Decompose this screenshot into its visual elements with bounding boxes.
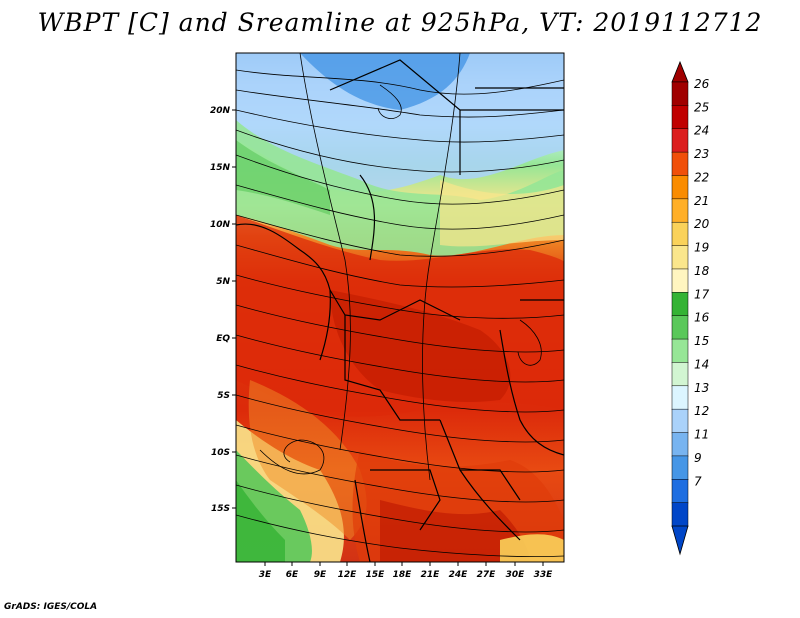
lon-tick-label: 12E	[338, 570, 358, 580]
colorbar-segment	[671, 198, 689, 223]
colorbar-label: 25	[694, 100, 709, 114]
colorbar-segment	[671, 408, 689, 434]
credit-text: GrADS: IGES/COLA	[4, 602, 98, 612]
colorbar-label: 12	[694, 404, 709, 418]
lat-tick-label: 15N	[210, 163, 231, 173]
colorbar-label: 18	[694, 264, 710, 278]
colorbar-label: 14	[694, 357, 709, 371]
colorbar: 26 25 24 23 22 21 20 19 18 17 16 15 14 13 12 11 9 7	[671, 60, 710, 556]
lon-tick-label: 30E	[506, 570, 526, 580]
lat-tick-label: 5N	[216, 277, 230, 287]
colorbar-segment	[671, 315, 689, 340]
longitude-axis: 3E 6E 9E 12E 15E 18E 21E 24E 27E 30E 33E	[259, 562, 553, 580]
streamlines	[236, 53, 564, 557]
colorbar-segment	[671, 105, 689, 130]
colorbar-bottom-arrow	[671, 525, 689, 556]
lon-tick-label: 3E	[259, 570, 272, 580]
lon-tick-label: 33E	[534, 570, 554, 580]
colorbar-label: 13	[694, 381, 709, 395]
colorbar-segment	[671, 455, 689, 481]
colorbar-segment	[671, 338, 689, 364]
colorbar-label: 21	[694, 194, 709, 208]
colorbar-segment	[671, 245, 689, 270]
map-title: WBPT [C] and Sreamline at 925hPa, VT: 20…	[37, 8, 763, 37]
lon-tick-label: 21E	[421, 570, 441, 580]
lat-tick-label: 10S	[211, 448, 230, 458]
colorbar-label: 17	[694, 287, 710, 301]
lon-tick-label: 24E	[449, 570, 469, 580]
lat-tick-label: 20N	[210, 106, 231, 116]
colorbar-segment	[671, 175, 689, 200]
colorbar-label: 22	[694, 170, 709, 184]
colorbar-segment	[671, 268, 689, 294]
colorbar-label: 20	[694, 217, 710, 231]
colorbar-segment	[671, 502, 689, 527]
latitude-axis: 20N 15N 10N 5N EQ 5S 10S 15S	[210, 106, 236, 514]
lon-tick-label: 18E	[393, 570, 413, 580]
colorbar-segment	[671, 221, 689, 247]
map-frame	[235, 52, 565, 563]
colorbar-label: 24	[694, 124, 709, 138]
colorbar-label: 23	[694, 147, 709, 161]
colorbar-segment	[671, 151, 689, 177]
colorbar-label: 19	[694, 241, 709, 255]
wbpt-field	[236, 53, 564, 562]
lon-tick-label: 27E	[477, 570, 497, 580]
lat-tick-label: EQ	[216, 334, 230, 344]
lat-tick-label: 5S	[217, 391, 230, 401]
colorbar-label: 7	[694, 474, 702, 488]
colorbar-segment	[671, 479, 689, 504]
colorbar-segment	[671, 128, 689, 153]
colorbar-segment	[671, 81, 689, 107]
colorbar-label: 26	[694, 77, 710, 91]
country-boundaries	[236, 59, 564, 562]
lon-tick-label: 15E	[366, 570, 386, 580]
colorbar-segment	[671, 292, 689, 317]
lon-tick-label: 6E	[286, 570, 299, 580]
colorbar-label: 15	[694, 334, 709, 348]
colorbar-label: 9	[694, 451, 702, 465]
colorbar-label: 16	[694, 311, 710, 325]
lat-tick-label: 15S	[211, 504, 230, 514]
lon-tick-label: 9E	[314, 570, 327, 580]
colorbar-top-arrow	[671, 60, 689, 83]
colorbar-segment	[671, 385, 689, 410]
colorbar-segment	[671, 362, 689, 387]
lat-tick-label: 10N	[210, 220, 231, 230]
colorbar-label: 11	[694, 428, 709, 442]
colorbar-segment	[671, 432, 689, 457]
